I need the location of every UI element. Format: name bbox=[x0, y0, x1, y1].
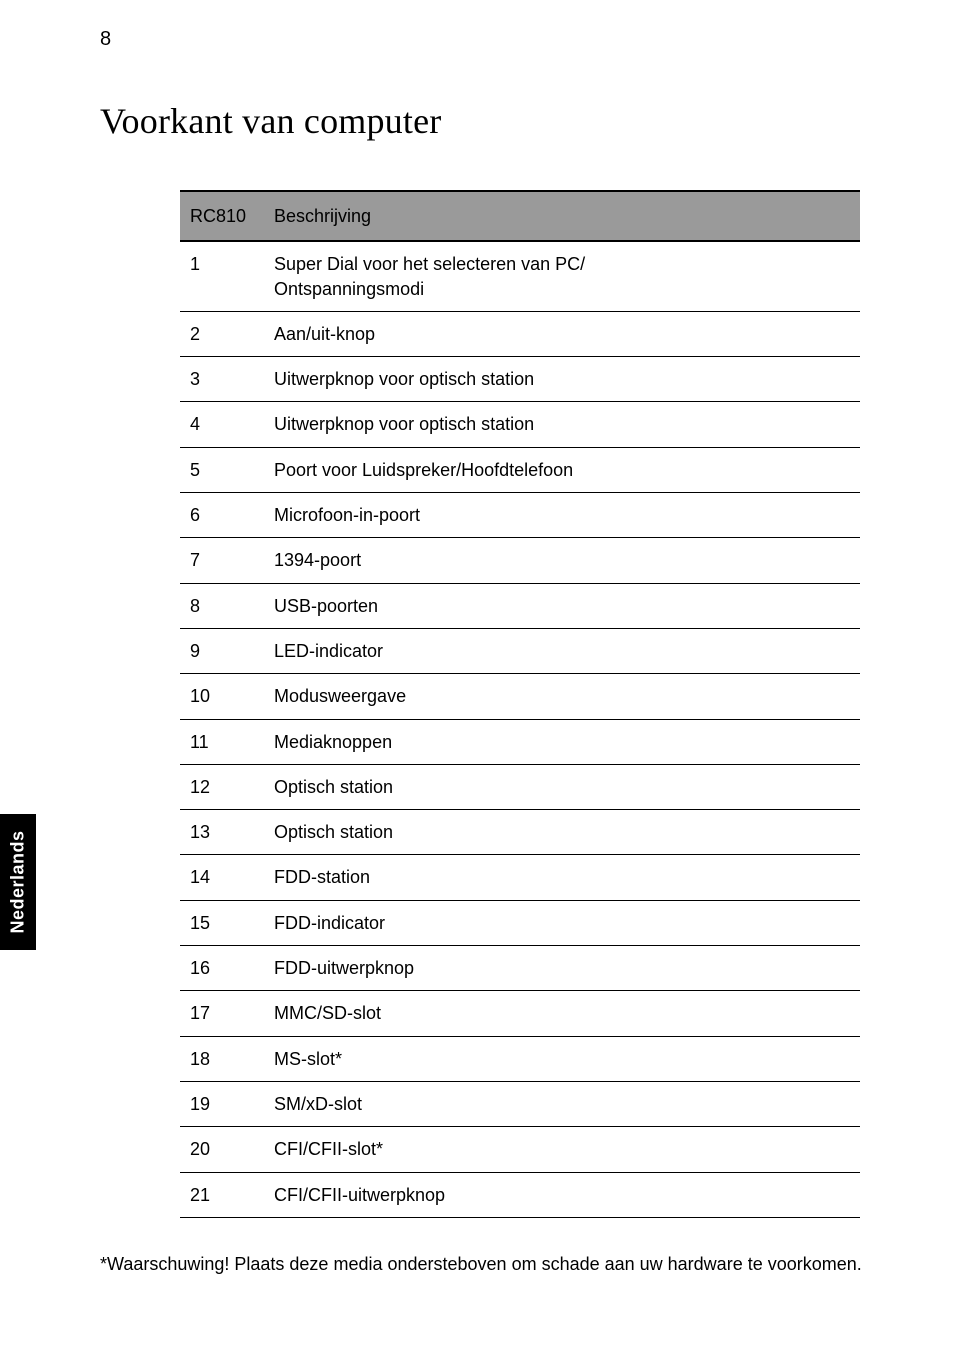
table-row: 2Aan/uit-knop bbox=[180, 311, 860, 356]
page-number: 8 bbox=[100, 28, 111, 51]
table-row: 20CFI/CFII-slot* bbox=[180, 1127, 860, 1172]
table-row: 1Super Dial voor het selecteren van PC/O… bbox=[180, 241, 860, 311]
row-number: 11 bbox=[180, 719, 264, 764]
row-desc: Modusweergave bbox=[264, 674, 860, 719]
row-desc: LED-indicator bbox=[264, 628, 860, 673]
row-number: 17 bbox=[180, 991, 264, 1036]
table-row: 13Optisch station bbox=[180, 810, 860, 855]
table-row: 8USB-poorten bbox=[180, 583, 860, 628]
row-number: 15 bbox=[180, 900, 264, 945]
table-row: 14FDD-station bbox=[180, 855, 860, 900]
table-row: 9LED-indicator bbox=[180, 628, 860, 673]
row-number: 16 bbox=[180, 946, 264, 991]
row-number: 2 bbox=[180, 311, 264, 356]
row-desc: SM/xD-slot bbox=[264, 1081, 860, 1126]
row-number: 1 bbox=[180, 241, 264, 311]
table-row: 11Mediaknoppen bbox=[180, 719, 860, 764]
table-header-row: RC810 Beschrijving bbox=[180, 191, 860, 241]
row-number: 12 bbox=[180, 764, 264, 809]
row-desc: FDD-station bbox=[264, 855, 860, 900]
row-desc: FDD-indicator bbox=[264, 900, 860, 945]
row-desc: Optisch station bbox=[264, 764, 860, 809]
table-row: 5Poort voor Luidspreker/Hoofdtelefoon bbox=[180, 447, 860, 492]
row-desc: Optisch station bbox=[264, 810, 860, 855]
row-number: 4 bbox=[180, 402, 264, 447]
language-tab-label: Nederlands bbox=[8, 830, 29, 933]
row-number: 13 bbox=[180, 810, 264, 855]
table-row: 17MMC/SD-slot bbox=[180, 991, 860, 1036]
row-desc: 1394-poort bbox=[264, 538, 860, 583]
table-row: 10Modusweergave bbox=[180, 674, 860, 719]
table-row: 6Microfoon-in-poort bbox=[180, 493, 860, 538]
spec-table: RC810 Beschrijving 1Super Dial voor het … bbox=[180, 190, 860, 1218]
page: 8 Voorkant van computer Nederlands RC810… bbox=[0, 0, 960, 1368]
spec-table-wrap: RC810 Beschrijving 1Super Dial voor het … bbox=[180, 190, 860, 1218]
row-number: 20 bbox=[180, 1127, 264, 1172]
row-number: 18 bbox=[180, 1036, 264, 1081]
row-number: 21 bbox=[180, 1172, 264, 1217]
row-number: 7 bbox=[180, 538, 264, 583]
footnote: *Waarschuwing! Plaats deze media onderst… bbox=[100, 1252, 880, 1277]
row-number: 8 bbox=[180, 583, 264, 628]
table-row: 12Optisch station bbox=[180, 764, 860, 809]
row-number: 3 bbox=[180, 357, 264, 402]
row-number: 10 bbox=[180, 674, 264, 719]
row-number: 5 bbox=[180, 447, 264, 492]
row-desc: CFI/CFII-uitwerpknop bbox=[264, 1172, 860, 1217]
row-desc: FDD-uitwerpknop bbox=[264, 946, 860, 991]
row-desc: Poort voor Luidspreker/Hoofdtelefoon bbox=[264, 447, 860, 492]
row-desc: CFI/CFII-slot* bbox=[264, 1127, 860, 1172]
row-desc: Aan/uit-knop bbox=[264, 311, 860, 356]
table-row: 3Uitwerpknop voor optisch station bbox=[180, 357, 860, 402]
row-desc: MMC/SD-slot bbox=[264, 991, 860, 1036]
language-tab: Nederlands bbox=[0, 814, 36, 950]
row-desc: Uitwerpknop voor optisch station bbox=[264, 357, 860, 402]
row-desc: Mediaknoppen bbox=[264, 719, 860, 764]
table-row: 15FDD-indicator bbox=[180, 900, 860, 945]
row-desc: USB-poorten bbox=[264, 583, 860, 628]
table-header-col1: RC810 bbox=[180, 191, 264, 241]
row-number: 14 bbox=[180, 855, 264, 900]
table-row: 71394-poort bbox=[180, 538, 860, 583]
row-desc: Super Dial voor het selecteren van PC/On… bbox=[264, 241, 860, 311]
table-row: 18MS-slot* bbox=[180, 1036, 860, 1081]
table-row: 19SM/xD-slot bbox=[180, 1081, 860, 1126]
row-number: 9 bbox=[180, 628, 264, 673]
row-desc: Uitwerpknop voor optisch station bbox=[264, 402, 860, 447]
row-number: 6 bbox=[180, 493, 264, 538]
table-row: 21CFI/CFII-uitwerpknop bbox=[180, 1172, 860, 1217]
table-header-col2: Beschrijving bbox=[264, 191, 860, 241]
table-row: 16FDD-uitwerpknop bbox=[180, 946, 860, 991]
row-desc: Microfoon-in-poort bbox=[264, 493, 860, 538]
spec-table-body: 1Super Dial voor het selecteren van PC/O… bbox=[180, 241, 860, 1217]
table-row: 4Uitwerpknop voor optisch station bbox=[180, 402, 860, 447]
row-number: 19 bbox=[180, 1081, 264, 1126]
row-desc: MS-slot* bbox=[264, 1036, 860, 1081]
page-title: Voorkant van computer bbox=[100, 100, 880, 142]
